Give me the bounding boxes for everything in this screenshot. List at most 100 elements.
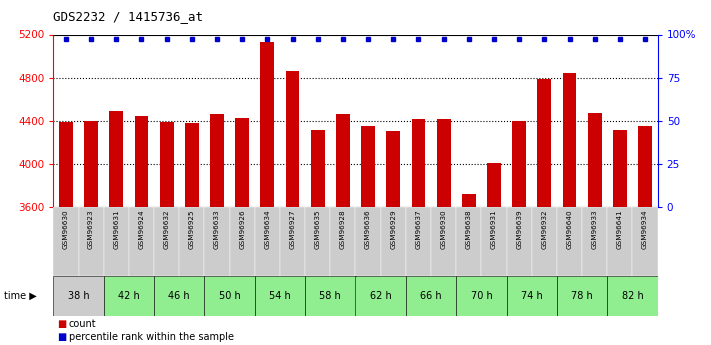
Bar bbox=[607, 276, 658, 316]
Bar bbox=[179, 207, 205, 276]
Bar bbox=[456, 207, 481, 276]
Text: GSM96636: GSM96636 bbox=[365, 209, 371, 249]
Text: 38 h: 38 h bbox=[68, 291, 90, 301]
Text: GSM96633: GSM96633 bbox=[214, 209, 220, 249]
Bar bbox=[53, 207, 78, 276]
Text: 42 h: 42 h bbox=[118, 291, 140, 301]
Bar bbox=[305, 276, 356, 316]
Bar bbox=[104, 207, 129, 276]
Text: GSM96924: GSM96924 bbox=[139, 209, 144, 249]
Bar bbox=[406, 276, 456, 316]
Text: GSM96923: GSM96923 bbox=[88, 209, 94, 249]
Bar bbox=[129, 207, 154, 276]
Bar bbox=[638, 126, 652, 207]
Text: GSM96932: GSM96932 bbox=[541, 209, 547, 249]
Bar bbox=[356, 276, 406, 316]
Bar bbox=[185, 124, 199, 207]
Bar bbox=[361, 126, 375, 207]
Text: ■: ■ bbox=[57, 319, 66, 329]
Text: 78 h: 78 h bbox=[571, 291, 593, 301]
Text: GSM96637: GSM96637 bbox=[415, 209, 422, 249]
Text: GSM96934: GSM96934 bbox=[642, 209, 648, 249]
Text: GSM96630: GSM96630 bbox=[63, 209, 69, 249]
Bar bbox=[331, 207, 356, 276]
Bar bbox=[538, 79, 551, 207]
Bar bbox=[557, 276, 607, 316]
Text: GDS2232 / 1415736_at: GDS2232 / 1415736_at bbox=[53, 10, 203, 23]
Text: 66 h: 66 h bbox=[420, 291, 442, 301]
Text: 70 h: 70 h bbox=[471, 291, 492, 301]
Bar bbox=[562, 73, 577, 207]
Text: GSM96641: GSM96641 bbox=[617, 209, 623, 249]
Text: 82 h: 82 h bbox=[621, 291, 643, 301]
Bar bbox=[487, 163, 501, 207]
Text: 74 h: 74 h bbox=[521, 291, 542, 301]
Text: GSM96927: GSM96927 bbox=[289, 209, 296, 249]
Bar bbox=[134, 117, 149, 207]
Bar bbox=[78, 207, 104, 276]
Bar bbox=[109, 111, 123, 207]
Text: 46 h: 46 h bbox=[169, 291, 190, 301]
Bar bbox=[613, 130, 627, 207]
Bar bbox=[557, 207, 582, 276]
Bar bbox=[437, 119, 451, 207]
Bar bbox=[53, 276, 104, 316]
Text: 62 h: 62 h bbox=[370, 291, 392, 301]
Bar bbox=[154, 276, 205, 316]
Text: GSM96639: GSM96639 bbox=[516, 209, 522, 249]
Bar bbox=[512, 121, 526, 207]
Bar bbox=[456, 276, 506, 316]
Text: GSM96933: GSM96933 bbox=[592, 209, 598, 249]
Bar bbox=[104, 276, 154, 316]
Bar bbox=[210, 114, 224, 207]
Bar bbox=[462, 194, 476, 207]
Bar bbox=[506, 276, 557, 316]
Text: 50 h: 50 h bbox=[219, 291, 240, 301]
Text: GSM96928: GSM96928 bbox=[340, 209, 346, 249]
Text: GSM96635: GSM96635 bbox=[315, 209, 321, 249]
Text: percentile rank within the sample: percentile rank within the sample bbox=[69, 332, 234, 342]
Bar bbox=[311, 130, 325, 207]
Text: GSM96931: GSM96931 bbox=[491, 209, 497, 249]
Text: GSM96930: GSM96930 bbox=[441, 209, 447, 249]
Bar bbox=[160, 122, 173, 207]
Bar bbox=[607, 207, 633, 276]
Bar bbox=[280, 207, 305, 276]
Bar bbox=[255, 207, 280, 276]
Text: GSM96632: GSM96632 bbox=[164, 209, 170, 249]
Bar bbox=[386, 131, 400, 207]
Bar bbox=[230, 207, 255, 276]
Bar bbox=[380, 207, 406, 276]
Bar bbox=[356, 207, 380, 276]
Bar bbox=[286, 71, 299, 207]
Text: GSM96929: GSM96929 bbox=[390, 209, 396, 249]
Text: GSM96638: GSM96638 bbox=[466, 209, 472, 249]
Bar bbox=[59, 122, 73, 207]
Text: GSM96634: GSM96634 bbox=[264, 209, 270, 249]
Text: count: count bbox=[69, 319, 97, 329]
Bar bbox=[412, 119, 425, 207]
Bar bbox=[588, 113, 602, 207]
Text: GSM96926: GSM96926 bbox=[239, 209, 245, 249]
Bar bbox=[582, 207, 607, 276]
Bar bbox=[336, 114, 350, 207]
Bar bbox=[406, 207, 431, 276]
Text: 58 h: 58 h bbox=[319, 291, 341, 301]
Bar bbox=[633, 207, 658, 276]
Bar bbox=[260, 42, 274, 207]
Text: GSM96631: GSM96631 bbox=[113, 209, 119, 249]
Text: 54 h: 54 h bbox=[269, 291, 291, 301]
Bar bbox=[154, 207, 179, 276]
Bar bbox=[255, 276, 305, 316]
Text: time ▶: time ▶ bbox=[4, 291, 36, 301]
Bar bbox=[431, 207, 456, 276]
Text: GSM96925: GSM96925 bbox=[189, 209, 195, 249]
Bar bbox=[235, 118, 249, 207]
Text: GSM96640: GSM96640 bbox=[567, 209, 572, 249]
Bar bbox=[305, 207, 331, 276]
Bar bbox=[506, 207, 532, 276]
Bar bbox=[481, 207, 506, 276]
Bar bbox=[84, 121, 98, 207]
Text: ■: ■ bbox=[57, 332, 66, 342]
Bar bbox=[205, 276, 255, 316]
